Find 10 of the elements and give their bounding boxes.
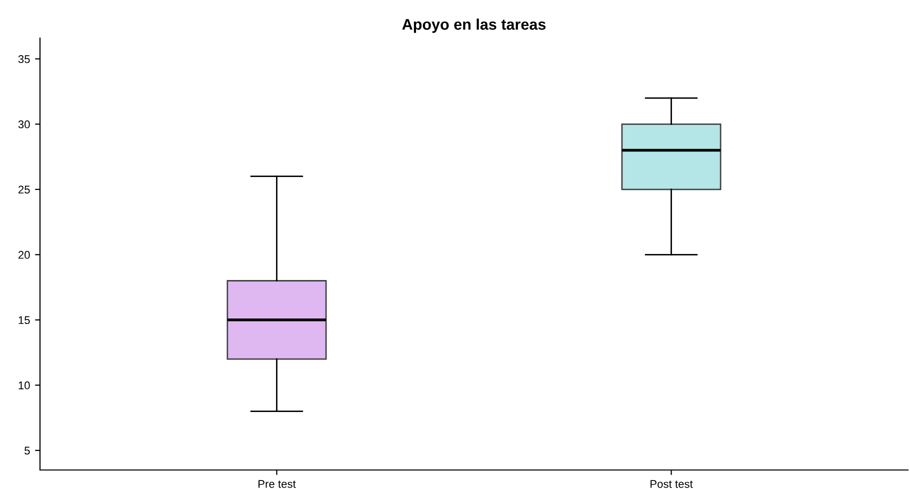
y-tick-label: 35	[18, 55, 30, 64]
chart-title: Apoyo en las tareas	[402, 18, 546, 33]
y-tick-label: 5	[24, 446, 30, 455]
y-tick-label: 20	[18, 250, 30, 259]
x-tick-label: Post test	[650, 480, 693, 488]
y-tick-label: 30	[18, 120, 30, 128]
y-tick-label: 15	[18, 316, 30, 324]
x-tick-label: Pre test	[258, 480, 296, 488]
y-tick-label: 10	[18, 381, 30, 390]
y-tick-label: 25	[18, 186, 30, 194]
